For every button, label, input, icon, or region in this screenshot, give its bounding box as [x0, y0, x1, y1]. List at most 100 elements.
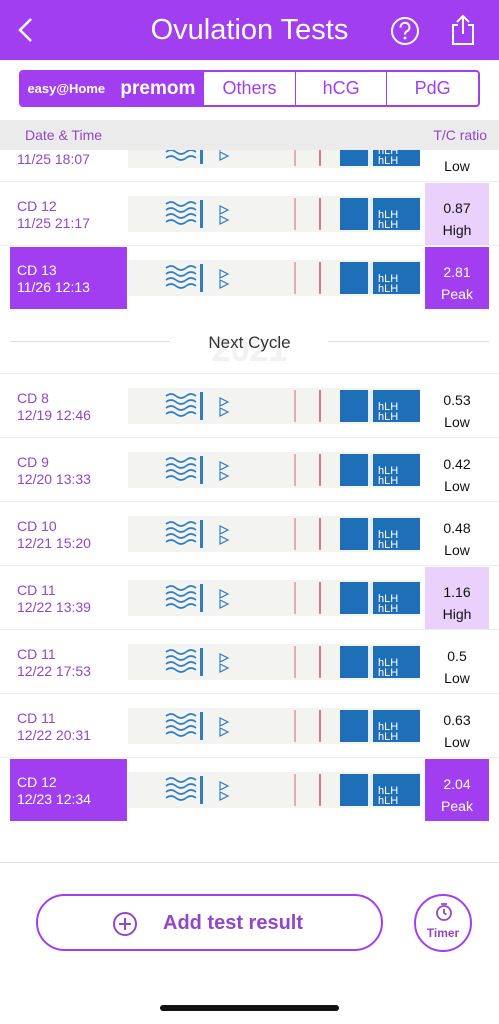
ratio-cell: Low: [425, 150, 489, 181]
column-title: Date & Time: [25, 127, 103, 143]
ratio-cell: 0.48 Low: [425, 503, 489, 565]
help-button[interactable]: [390, 16, 420, 46]
date-cell: CD 11 12/22 20:31: [10, 695, 127, 757]
ratio: 2.04: [443, 776, 471, 792]
ratio-cell: 0.63 Low: [425, 695, 489, 757]
add-result-button[interactable]: Add test result: [36, 894, 383, 951]
cycle-day: CD 12: [17, 774, 57, 790]
ratio-cell: 0.53 Low: [425, 375, 489, 437]
level: Peak: [441, 798, 473, 814]
ratio: 0.42: [443, 456, 471, 472]
result-row[interactable]: CD 11 12/22 17:53 hLH hLH 0.5 Low: [0, 629, 499, 693]
level: Peak: [441, 286, 473, 302]
ratio-cell: 0.87 High: [425, 183, 489, 245]
result-row[interactable]: 11/25 18:07 hLH hLH Low: [0, 150, 499, 181]
level: Low: [444, 414, 470, 430]
cycle-divider: 2021 Next Cycle: [0, 331, 499, 381]
strip-label: hLH: [378, 209, 398, 221]
result-row[interactable]: CD 11 12/22 20:31 hLH hLH 0.63 Low: [0, 693, 499, 757]
date-cell: CD 12 12/23 12:34: [10, 759, 127, 821]
separator: [0, 862, 499, 863]
strip-label: hLH: [378, 155, 398, 167]
strip-label: hLH: [378, 219, 398, 231]
ratio-cell: 0.5 Low: [425, 631, 489, 693]
date-time: 12/20 13:33: [17, 471, 91, 487]
result-row[interactable]: CD 13 11/26 12:13 hLH hLH 2.81 Peak: [0, 245, 499, 309]
strip-label: hLH: [378, 465, 398, 477]
tab[interactable]: Others: [203, 72, 295, 105]
cycle-day: CD 13: [17, 262, 57, 278]
cycle-day: CD 12: [17, 198, 57, 214]
level: Low: [444, 542, 470, 558]
strip-label: hLH: [378, 529, 398, 541]
ratio: 0.53: [443, 392, 471, 408]
tab[interactable]: easy@Home: [21, 72, 112, 105]
column-title: T/C ratio: [433, 127, 487, 143]
result-row[interactable]: CD 12 11/25 21:17 hLH hLH 0.87 High: [0, 181, 499, 245]
tab-bar: easy@Home premom Others hCG PdG: [19, 70, 480, 107]
result-row[interactable]: CD 10 12/21 15:20 hLH hLH 0.48 Low: [0, 501, 499, 565]
ratio-cell: 2.04 Peak: [425, 759, 489, 821]
ratio: 0.87: [443, 200, 471, 216]
result-list: 11/25 18:07 hLH hLH Low CD 12 11/25 21:17 hLH…: [0, 150, 499, 862]
date-time: 12/19 12:46: [17, 407, 91, 423]
home-indicator: [160, 1005, 339, 1011]
ratio-cell: 2.81 Peak: [425, 247, 489, 309]
share-button[interactable]: [449, 14, 477, 46]
strip-label: hLH: [378, 273, 398, 285]
date-time: 11/25 21:17: [17, 215, 90, 231]
date-cell: CD 8 12/19 12:46: [10, 375, 127, 437]
cycle-day: CD 9: [17, 454, 49, 470]
date-cell: CD 10 12/21 15:20: [10, 503, 127, 565]
tab[interactable]: premom: [111, 72, 204, 105]
strip-label: hLH: [378, 411, 398, 423]
button-label: Timer: [426, 926, 460, 940]
strip-label: hLH: [378, 785, 398, 797]
result-row[interactable]: CD 8 12/19 12:46 hLH hLH 0.53 Low: [0, 373, 499, 437]
tab[interactable]: PdG: [386, 72, 478, 105]
timer-button[interactable]: Timer: [414, 894, 472, 952]
back-button[interactable]: [14, 16, 38, 44]
strip-label: hLH: [378, 475, 398, 487]
date-time: 12/22 13:39: [17, 599, 91, 615]
strip-label: hLH: [378, 593, 398, 605]
level: Low: [444, 670, 470, 686]
strip-label: hLH: [378, 657, 398, 669]
ratio: 2.81: [443, 264, 471, 280]
tab[interactable]: hCG: [294, 72, 387, 105]
cycle-day: CD 11: [17, 582, 56, 598]
button-label: Add test result: [163, 912, 304, 934]
date-cell: CD 13 11/26 12:13: [10, 247, 127, 309]
cycle-day: CD 10: [17, 518, 57, 534]
result-row[interactable]: CD 9 12/20 13:33 hLH hLH 0.42 Low: [0, 437, 499, 501]
cycle-day: CD 11: [17, 646, 56, 662]
date-time: 12/22 20:31: [17, 727, 91, 743]
level: High: [442, 606, 472, 622]
strip-label: hLH: [378, 795, 398, 807]
header: Ovulation Tests: [0, 0, 499, 60]
ratio: 0.63: [443, 712, 471, 728]
strip-label: hLH: [378, 721, 398, 733]
date-time: 12/23 12:34: [17, 791, 91, 807]
date-cell: CD 11 12/22 17:53: [10, 631, 127, 693]
ratio: 0.5: [447, 648, 467, 664]
level: Low: [444, 478, 470, 494]
year-watermark: 2021: [211, 331, 288, 369]
ratio-cell: 1.16 High: [425, 567, 489, 629]
level: Low: [444, 734, 470, 750]
date-time: 12/22 17:53: [17, 663, 91, 679]
date-cell: CD 9 12/20 13:33: [10, 439, 127, 501]
strip-label: hLH: [378, 731, 398, 743]
ratio: 0.48: [443, 520, 471, 536]
result-row[interactable]: CD 12 12/23 12:34 hLH hLH 2.04 Peak: [0, 757, 499, 821]
strip-label: hLH: [378, 539, 398, 551]
ratio: 1.16: [443, 584, 471, 600]
result-row[interactable]: CD 11 12/22 13:39 hLH hLH 1.16 High: [0, 565, 499, 629]
date-time: 11/25 18:07: [17, 151, 90, 167]
